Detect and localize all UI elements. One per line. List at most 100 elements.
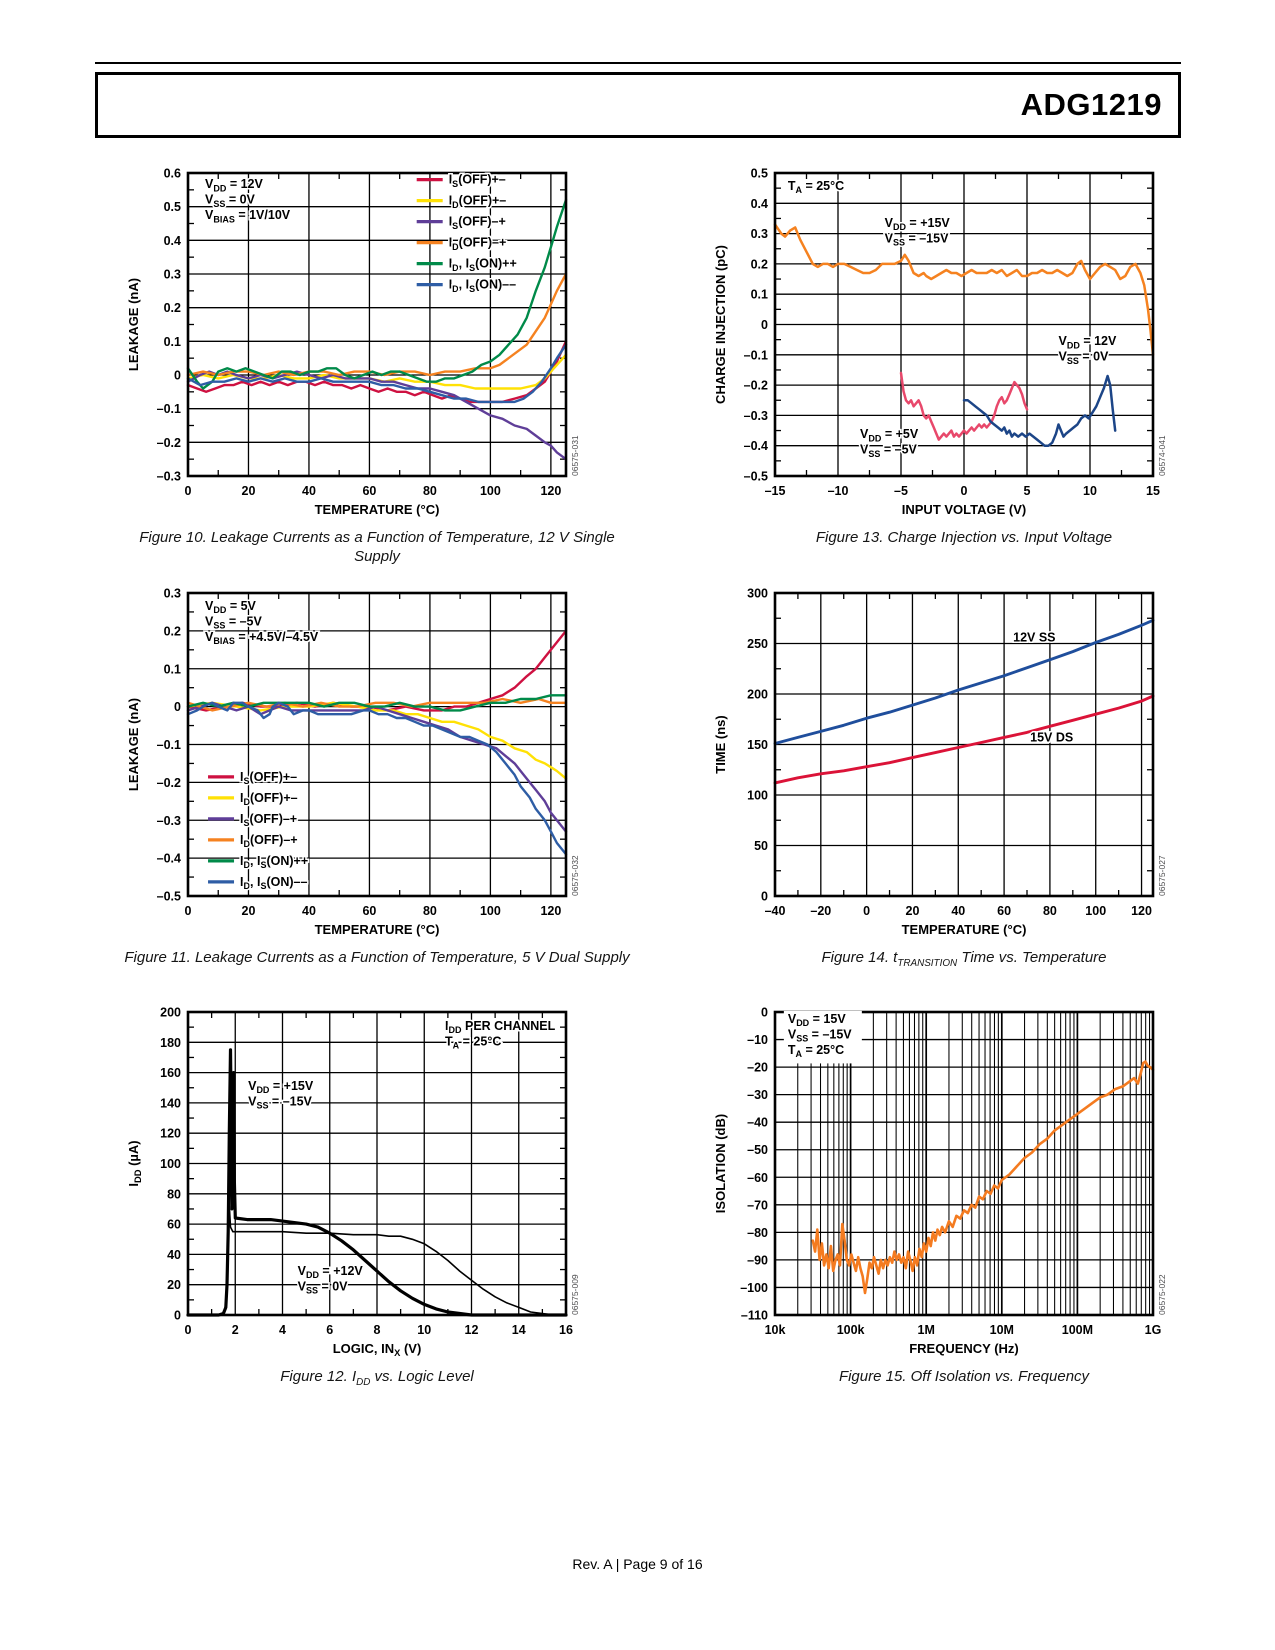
legend-label-id-off-pm: ID(OFF)+– <box>240 791 298 807</box>
plot-annotation: TA = 25°C <box>445 1034 501 1050</box>
x-tick-label: 6 <box>326 1323 333 1337</box>
plot-border <box>773 1010 1155 1317</box>
y-tick-label: 0 <box>761 890 768 904</box>
annotation-bg <box>783 1010 862 1064</box>
y-tick-label: –50 <box>747 1143 768 1157</box>
plot-annotation: VDD = +12V <box>298 1264 364 1280</box>
series-on-pp <box>186 694 568 712</box>
x-tick-label: 10k <box>765 1323 786 1337</box>
figure-watermark-id: 06575-009 <box>570 1274 580 1315</box>
plot-border <box>186 1010 568 1317</box>
x-tick-label: 100 <box>480 904 501 918</box>
y-tick-label: 0.4 <box>164 234 181 248</box>
plot-annotation: VDD = 12V <box>1059 334 1117 350</box>
figure-15-block: 10k 100k 1M 10M 100M 1G –110 –100 –90 –80 –70 –60 –5… <box>712 1002 1187 1386</box>
y-tick-label: 160 <box>160 1066 181 1080</box>
x-tick-label: 10M <box>990 1323 1014 1337</box>
caption-line: Figure 10. Leakage Currents as a Functio… <box>139 529 615 546</box>
y-tick-label: 0 <box>761 1006 768 1020</box>
x-tick-label: 20 <box>242 484 256 498</box>
y-tick-label: –0.5 <box>157 890 181 904</box>
figure-12-caption: Figure 12. IDD vs. Logic Level <box>188 1367 566 1392</box>
y-tick-label: 0.2 <box>164 624 181 638</box>
figure-watermark-id: 06574-041 <box>1157 435 1167 476</box>
series-vdd15-vss-15 <box>187 1205 567 1316</box>
x-tick-label: 40 <box>302 484 316 498</box>
x-tick-label: 80 <box>1043 904 1057 918</box>
x-tick-label: 10 <box>417 1323 431 1337</box>
y-tick-label: –20 <box>747 1061 768 1075</box>
plot-annotation: VSS = 0V <box>205 193 256 209</box>
plot-annotation: VDD = +15V <box>248 1079 314 1095</box>
x-axis-label: LOGIC, INX (V) <box>333 1341 422 1358</box>
y-tick-label: 20 <box>167 1278 181 1292</box>
y-tick-label: –0.2 <box>744 379 768 393</box>
plot-annotation: VSS = 0V <box>1059 350 1110 366</box>
series-on-mm <box>186 701 568 856</box>
x-axis-label: FREQUENCY (Hz) <box>909 1341 1019 1356</box>
plot-annotation: VSS = –15V <box>788 1027 852 1043</box>
y-tick-label: –0.4 <box>744 439 768 453</box>
plot-annotation: IDD PER CHANNEL <box>445 1019 556 1035</box>
x-tick-label: 120 <box>540 904 561 918</box>
x-tick-label: 100 <box>1085 904 1106 918</box>
plot-annotation: 15V DS <box>1030 730 1073 744</box>
series-15v-ds <box>773 694 1155 785</box>
x-tick-label: –10 <box>828 484 849 498</box>
x-tick-label: 100 <box>480 484 501 498</box>
legend-label-id-off-mp: ID(OFF)–+ <box>449 236 507 252</box>
legend-label-is-off-pm: IS(OFF)+– <box>240 770 297 786</box>
y-tick-label: 0.3 <box>164 587 181 601</box>
y-tick-label: –110 <box>741 1309 768 1323</box>
plot-annotation: VBIAS = 1V/10V <box>205 208 291 224</box>
y-tick-label: 0 <box>174 369 181 383</box>
x-tick-label: 60 <box>362 904 376 918</box>
y-tick-label: 0.2 <box>751 257 768 271</box>
legend-label-on-pp: ID, IS(ON)++ <box>449 257 517 273</box>
figure-watermark-id: 06575-022 <box>1157 1274 1167 1315</box>
header-top-rule <box>95 62 1181 64</box>
y-tick-label: 300 <box>747 587 768 601</box>
x-tick-label: 4 <box>279 1323 286 1337</box>
x-tick-label: 2 <box>232 1323 239 1337</box>
y-tick-label: –70 <box>747 1198 768 1212</box>
plot-border <box>186 591 568 898</box>
series-vdd5-vss-5 <box>899 371 1029 441</box>
y-tick-label: –0.4 <box>157 852 181 866</box>
y-tick-label: 0.1 <box>751 288 768 302</box>
figure-13-caption: Figure 13. Charge Injection vs. Input Vo… <box>775 528 1153 547</box>
chart-figure-13: –15 –10 –5 0 5 10 15 –0.5 –0.4 –0.3 –0.2 –0.1 0 0.1 0.… <box>713 167 1167 518</box>
y-tick-label: –0.3 <box>157 814 181 828</box>
series-on-mm <box>186 343 568 404</box>
plot-annotation: VDD = 15V <box>788 1012 846 1028</box>
y-tick-label: –100 <box>740 1281 768 1295</box>
legend-label-is-off-pm: IS(OFF)+– <box>449 173 506 189</box>
plot-annotation: VDD = 12V <box>205 177 263 193</box>
y-tick-label: 80 <box>167 1187 181 1201</box>
series-vdd15-vss-15 <box>773 223 1155 357</box>
x-tick-label: 0 <box>185 1323 192 1337</box>
figure-14-block: –40 –20 0 20 40 60 80 100 120 0 50 100 150 200 250 300 T… <box>712 583 1187 973</box>
y-axis-label: IDD (µA) <box>126 1140 143 1186</box>
plot-annotation: VDD = +15V <box>885 216 951 232</box>
legend-label-is-off-mp: IS(OFF)–+ <box>449 215 506 231</box>
figure-11-block: 0 20 40 60 80 100 120 –0.5 –0.4 –0.3 –0.2 –0.1 0 0.1 0… <box>124 583 629 967</box>
x-tick-label: 0 <box>185 904 192 918</box>
legend-label-on-mm: ID, IS(ON)–– <box>240 875 307 891</box>
y-tick-label: 0.3 <box>164 268 181 282</box>
figure-watermark-id: 06575-031 <box>570 435 580 476</box>
y-tick-label: 140 <box>160 1096 181 1110</box>
x-tick-label: 16 <box>559 1323 573 1337</box>
page-footer-text: Rev. A | Page 9 of 16 <box>572 1556 703 1572</box>
y-tick-label: –0.5 <box>744 470 768 484</box>
legend-label-is-off-mp: IS(OFF)–+ <box>240 812 297 828</box>
x-tick-label: 12 <box>465 1323 479 1337</box>
figure-10-block: 0 20 40 60 80 100 120 –0.3 –0.2 –0.1 0 0.1 0.2 0.3 0.4… <box>125 163 615 566</box>
chart-figure-10: 0 20 40 60 80 100 120 –0.3 –0.2 –0.1 0 0.1 0.2 0.3 0.4… <box>126 167 580 518</box>
plot-annotation: VSS = –15V <box>248 1094 312 1110</box>
y-tick-label: 200 <box>747 688 768 702</box>
header-part-box: ADG1219 <box>95 72 1181 138</box>
plot-annotation: VSS = 0V <box>298 1280 349 1296</box>
x-axis-label: INPUT VOLTAGE (V) <box>902 502 1026 517</box>
y-axis-label: ISOLATION (dB) <box>713 1114 728 1213</box>
